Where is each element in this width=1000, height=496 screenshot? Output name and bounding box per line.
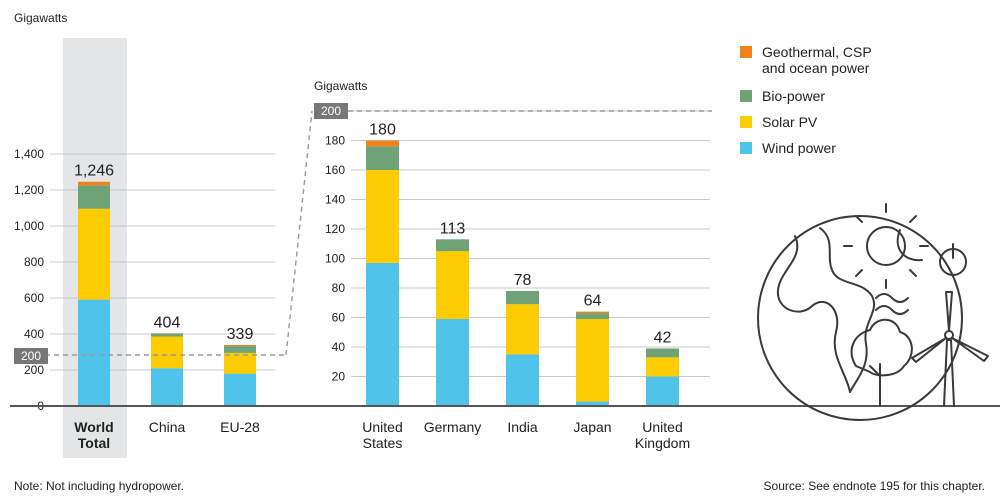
legend-label-geothermal-csp-and-ocean-power-line2: and ocean power — [762, 60, 870, 76]
right-ytick-20: 20 — [332, 370, 346, 384]
total-label-eu-28: 339 — [227, 326, 254, 343]
bar-germany-bio-power — [436, 239, 469, 252]
right-axis-unit: Gigawatts — [314, 79, 367, 93]
globe-icon — [757, 215, 963, 421]
bar-eu-28-solar-pv — [224, 352, 256, 374]
left-ytick-1-000: 1,000 — [14, 219, 44, 233]
legend-label-solar-pv: Solar PV — [762, 114, 818, 130]
bar-united-states-solar-pv — [366, 170, 399, 263]
category-label-china: China — [149, 419, 186, 435]
right-ytick-60: 60 — [332, 311, 346, 325]
category-label-united-kingdom: United — [642, 419, 682, 435]
left-ytick-600: 600 — [24, 291, 44, 305]
category-label-india: India — [507, 419, 538, 435]
bar-japan-wind-power — [576, 401, 609, 406]
bar-eu-28-geothermal-csp-and-ocean-power — [224, 344, 256, 347]
bar-united-kingdom-bio-power — [646, 348, 679, 358]
bar-world-total-wind-power — [78, 299, 110, 406]
continent-shape-2 — [896, 229, 923, 262]
bar-united-states-bio-power — [366, 146, 399, 170]
right-ytick-100: 100 — [325, 252, 345, 266]
left-ytick-200: 200 — [24, 363, 44, 377]
bar-germany-wind-power — [436, 318, 469, 406]
total-label-india: 78 — [514, 272, 532, 289]
total-label-germany: 113 — [440, 220, 466, 237]
category-label-united-kingdom-line2: Kingdom — [635, 435, 690, 451]
bar-india-wind-power — [506, 354, 539, 406]
category-label-world-total: World — [74, 419, 113, 435]
legend-label-wind-power: Wind power — [762, 140, 836, 156]
globe-energy-illustration — [757, 203, 989, 421]
category-label-germany: Germany — [424, 419, 482, 435]
left-ytick-1-200: 1,200 — [14, 183, 44, 197]
legend-swatch-solar-pv — [740, 116, 752, 128]
left-ytick-800: 800 — [24, 255, 44, 269]
bar-germany-solar-pv — [436, 251, 469, 319]
right-ytick-180: 180 — [325, 134, 345, 148]
bar-eu-28-wind-power — [224, 373, 256, 406]
right-ytick-80: 80 — [332, 281, 346, 295]
category-label-eu-28: EU-28 — [220, 419, 260, 435]
legend-label-bio-power: Bio-power — [762, 88, 825, 104]
legend-swatch-geothermal-csp-and-ocean-power — [740, 46, 752, 58]
right-zoom-marker — [314, 103, 348, 119]
right-ytick-140: 140 — [325, 193, 345, 207]
right-ytick-40: 40 — [332, 340, 346, 354]
left-ytick-400: 400 — [24, 327, 44, 341]
right-ytick-120: 120 — [325, 222, 345, 236]
total-label-japan: 64 — [584, 293, 602, 310]
legend-label-geothermal-csp-and-ocean-power: Geothermal, CSP — [762, 44, 872, 60]
zoom-connector-diagonal — [285, 110, 313, 356]
tree-icon — [850, 318, 913, 377]
right-zoom-marker-label: 200 — [321, 104, 341, 118]
category-label-japan: Japan — [573, 419, 611, 435]
bar-united-states-wind-power — [366, 262, 399, 406]
bar-world-total-geothermal-csp-and-ocean-power — [78, 181, 110, 186]
category-label-united-states: United — [362, 419, 402, 435]
left-ytick-1-400: 1,400 — [14, 147, 44, 161]
bar-japan-bio-power — [576, 313, 609, 319]
bar-japan-solar-pv — [576, 318, 609, 402]
heat-waves-icon — [875, 293, 909, 315]
bar-world-total-solar-pv — [78, 208, 110, 300]
bar-united-states-geothermal-csp-and-ocean-power — [366, 140, 399, 147]
bar-eu-28-bio-power — [224, 346, 256, 353]
left-zoom-marker — [14, 348, 48, 364]
total-label-china: 404 — [154, 314, 181, 331]
footnote: Note: Not including hydropower. — [14, 479, 184, 493]
legend-swatch-bio-power — [740, 90, 752, 102]
wind-turbine-icon — [943, 339, 955, 407]
bar-world-total-bio-power — [78, 185, 110, 209]
total-label-world-total: 1,246 — [74, 163, 114, 180]
bar-united-kingdom-wind-power — [646, 376, 679, 406]
bar-japan-geothermal-csp-and-ocean-power — [576, 311, 609, 314]
bar-india-solar-pv — [506, 304, 539, 355]
left-axis-unit: Gigawatts — [14, 11, 67, 25]
bar-united-kingdom-solar-pv — [646, 357, 679, 377]
bar-china-bio-power — [151, 333, 183, 337]
sun-icon — [866, 226, 906, 266]
continent-shape — [776, 227, 875, 393]
category-label-world-total-line2: Total — [78, 435, 110, 451]
legend-swatch-wind-power — [740, 142, 752, 154]
right-ytick-160: 160 — [325, 163, 345, 177]
total-label-united-kingdom: 42 — [654, 329, 672, 346]
category-label-united-states-line2: States — [363, 435, 403, 451]
bar-china-solar-pv — [151, 336, 183, 369]
total-label-united-states: 180 — [369, 122, 396, 139]
bar-china-wind-power — [151, 368, 183, 406]
bar-india-bio-power — [506, 290, 539, 305]
left-zoom-marker-label: 200 — [21, 349, 41, 363]
source-note: Source: See endnote 195 for this chapter… — [764, 479, 985, 493]
